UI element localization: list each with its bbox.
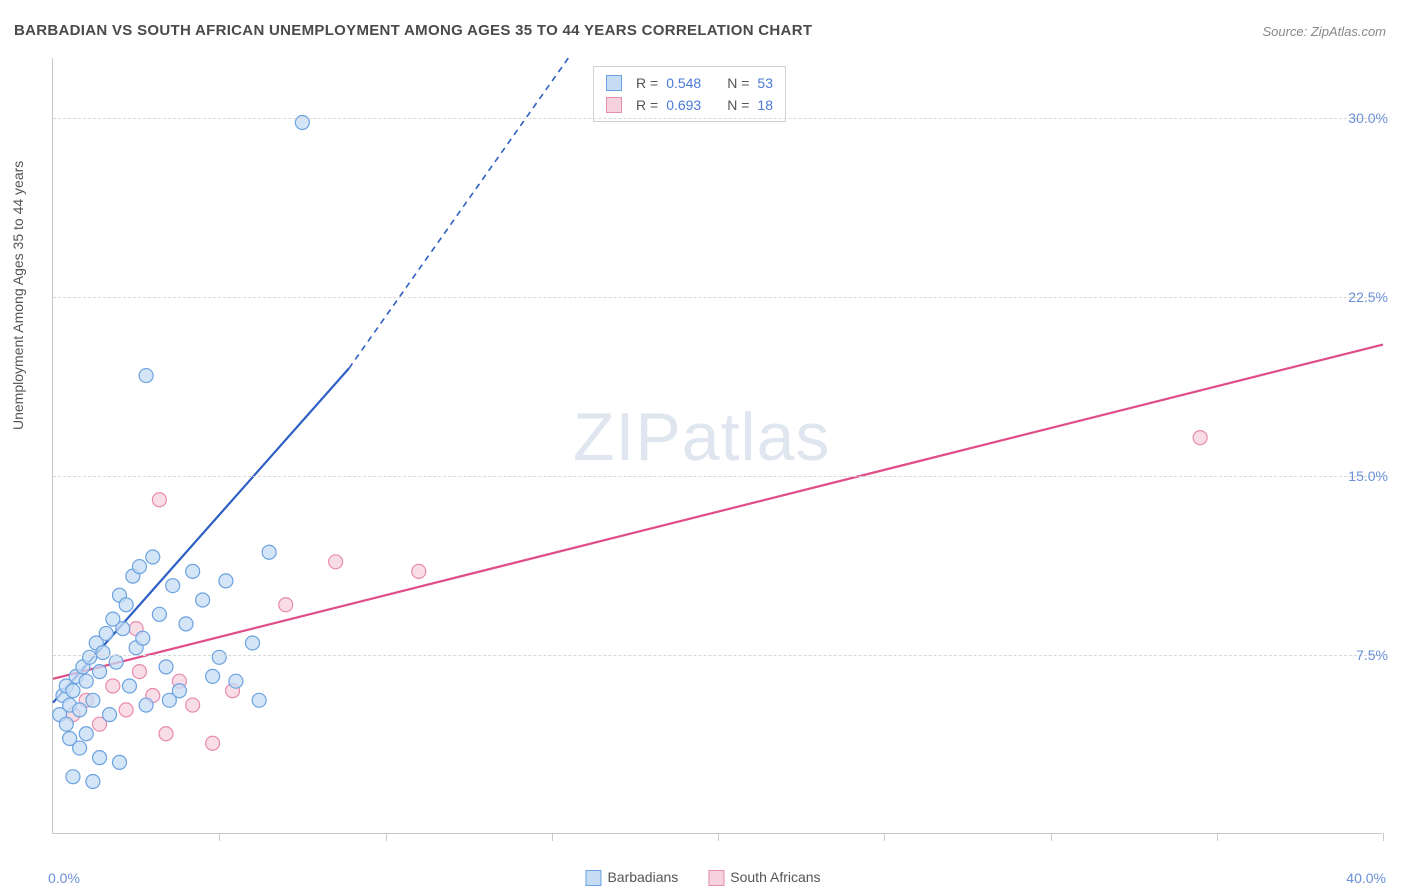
data-point xyxy=(73,703,87,717)
plot-svg xyxy=(53,58,1382,833)
x-tick xyxy=(1217,833,1218,841)
series-legend-label: Barbadians xyxy=(607,869,678,885)
y-tick-label: 22.5% xyxy=(1348,289,1388,305)
data-point xyxy=(152,607,166,621)
data-point xyxy=(73,741,87,755)
data-point xyxy=(99,626,113,640)
data-point xyxy=(113,755,127,769)
data-point xyxy=(59,717,73,731)
series-legend: Barbadians South Africans xyxy=(585,869,820,886)
data-point xyxy=(279,598,293,612)
data-point xyxy=(329,555,343,569)
data-point xyxy=(162,693,176,707)
legend-n-label: N = xyxy=(727,94,749,116)
data-point xyxy=(79,727,93,741)
data-point xyxy=(109,655,123,669)
gridline xyxy=(53,476,1382,477)
x-tick xyxy=(1383,833,1384,841)
gridline xyxy=(53,118,1382,119)
trendline-south-africans xyxy=(53,345,1383,679)
data-point xyxy=(106,679,120,693)
data-point xyxy=(229,674,243,688)
series-legend-label: South Africans xyxy=(730,869,820,885)
legend-row: R = 0.693 N = 18 xyxy=(606,94,773,116)
gridline xyxy=(53,297,1382,298)
data-point xyxy=(132,665,146,679)
data-point xyxy=(246,636,260,650)
x-max-label: 40.0% xyxy=(1346,870,1386,886)
y-axis-label: Unemployment Among Ages 35 to 44 years xyxy=(10,161,26,430)
data-point xyxy=(86,693,100,707)
data-point xyxy=(86,774,100,788)
data-point xyxy=(139,698,153,712)
legend-swatch xyxy=(606,75,622,91)
data-point xyxy=(132,560,146,574)
data-point xyxy=(412,564,426,578)
chart-title: BARBADIAN VS SOUTH AFRICAN UNEMPLOYMENT … xyxy=(14,22,812,39)
legend-r-value: 0.548 xyxy=(666,72,701,94)
data-point xyxy=(159,660,173,674)
y-tick-label: 7.5% xyxy=(1356,647,1388,663)
data-point xyxy=(119,598,133,612)
x-tick xyxy=(552,833,553,841)
legend-r-label: R = xyxy=(636,72,658,94)
data-point xyxy=(196,593,210,607)
chart-container: BARBADIAN VS SOUTH AFRICAN UNEMPLOYMENT … xyxy=(0,0,1406,892)
data-point xyxy=(186,698,200,712)
legend-r-label: R = xyxy=(636,94,658,116)
data-point xyxy=(219,574,233,588)
legend-swatch xyxy=(708,870,724,886)
y-tick-label: 30.0% xyxy=(1348,110,1388,126)
data-point xyxy=(136,631,150,645)
legend-swatch xyxy=(585,870,601,886)
legend-swatch xyxy=(606,97,622,113)
data-point xyxy=(186,564,200,578)
data-point xyxy=(96,646,110,660)
x-tick xyxy=(386,833,387,841)
series-legend-item: South Africans xyxy=(708,869,820,886)
data-point xyxy=(66,684,80,698)
data-point xyxy=(159,727,173,741)
data-point xyxy=(83,650,97,664)
x-tick xyxy=(1051,833,1052,841)
data-point xyxy=(119,703,133,717)
data-point xyxy=(116,622,130,636)
data-point xyxy=(179,617,193,631)
data-point xyxy=(66,770,80,784)
x-tick xyxy=(219,833,220,841)
source-label: Source: ZipAtlas.com xyxy=(1262,24,1386,39)
data-point xyxy=(139,369,153,383)
data-point xyxy=(262,545,276,559)
data-point xyxy=(93,751,107,765)
data-point xyxy=(166,579,180,593)
plot-area: ZIPatlas R = 0.548 N = 53 R = 0.693 N = … xyxy=(52,58,1382,834)
data-point xyxy=(93,665,107,679)
trendline-barbadians-ext xyxy=(349,58,568,368)
data-point xyxy=(212,650,226,664)
data-point xyxy=(152,493,166,507)
correlation-legend: R = 0.548 N = 53 R = 0.693 N = 18 xyxy=(593,66,786,122)
legend-r-value: 0.693 xyxy=(666,94,701,116)
series-legend-item: Barbadians xyxy=(585,869,678,886)
legend-n-value: 18 xyxy=(757,94,773,116)
data-point xyxy=(1193,431,1207,445)
data-point xyxy=(103,708,117,722)
gridline xyxy=(53,655,1382,656)
x-tick xyxy=(884,833,885,841)
data-point xyxy=(252,693,266,707)
legend-n-value: 53 xyxy=(757,72,773,94)
x-tick xyxy=(718,833,719,841)
y-tick-label: 15.0% xyxy=(1348,468,1388,484)
data-point xyxy=(206,669,220,683)
data-point xyxy=(79,674,93,688)
legend-row: R = 0.548 N = 53 xyxy=(606,72,773,94)
data-point xyxy=(122,679,136,693)
data-point xyxy=(146,550,160,564)
legend-n-label: N = xyxy=(727,72,749,94)
data-point xyxy=(206,736,220,750)
x-origin-label: 0.0% xyxy=(48,870,80,886)
